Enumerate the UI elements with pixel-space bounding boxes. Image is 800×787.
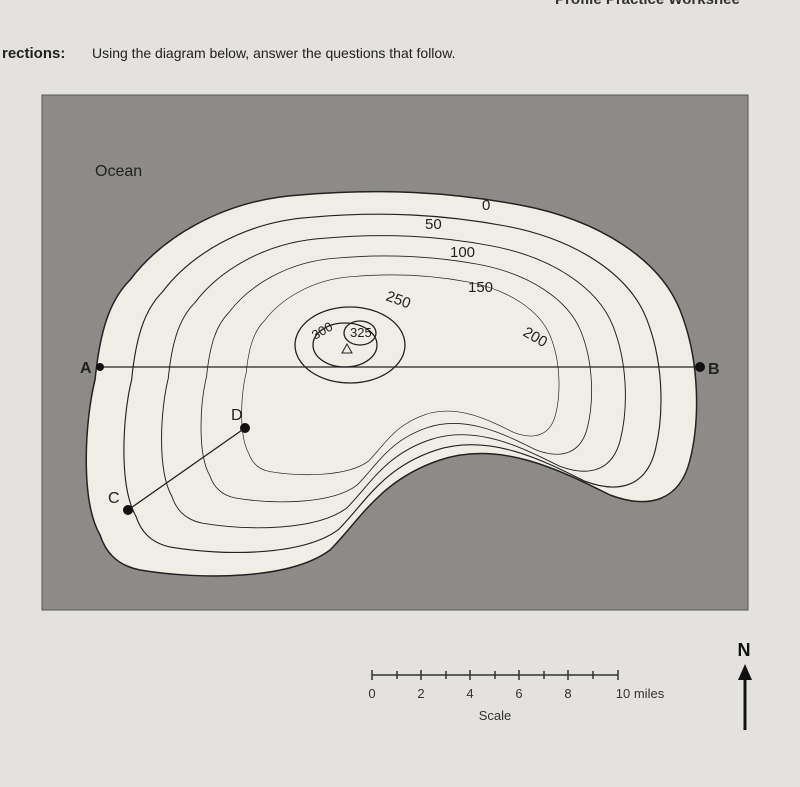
region-label: Ocean [95,163,142,180]
point [96,363,104,371]
point [240,423,250,433]
scale-title: Scale [479,708,512,723]
scale-tick-label: 4 [466,686,473,701]
point-label: B [708,361,720,378]
contour-label: 50 [425,216,442,233]
profile-line-cd [127,427,246,511]
contour-label: 100 [450,244,475,261]
contour-label: 325 [350,325,372,340]
scale-tick-label: 6 [515,686,522,701]
point-label: A [80,360,92,377]
point [123,505,133,515]
directions-label: rections: [2,45,65,62]
contour-label: 150 [468,279,493,296]
scale-tick-label: 0 [368,686,375,701]
scale-tick-label: 10 miles [616,686,665,701]
point-label: C [108,490,120,507]
directions-text: Using the diagram below, answer the ques… [92,45,455,61]
north-arrow-head [738,664,752,680]
point [695,362,705,372]
scale-tick-label: 2 [417,686,424,701]
point-label: D [231,407,243,424]
north-label: N [738,640,751,660]
header-title: Profile Practice Workshee [555,0,740,8]
scale-bar [371,670,619,680]
contour-label: 0 [482,197,490,214]
summit-marker [341,342,353,354]
scale-tick-label: 8 [564,686,571,701]
